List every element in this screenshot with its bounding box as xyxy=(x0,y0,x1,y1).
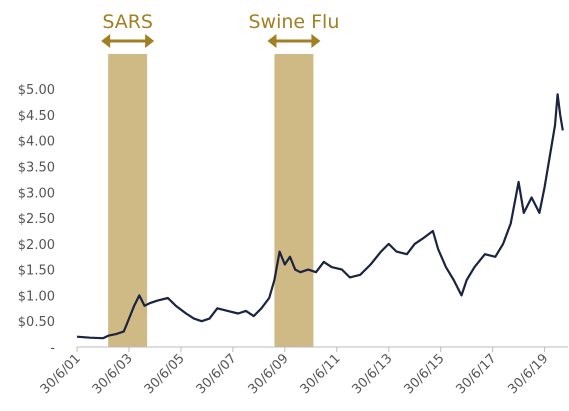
x-tick-label: 30/6/15 xyxy=(401,351,447,397)
y-tick-label: $3.50 xyxy=(18,161,55,176)
y-tick-label: $2.50 xyxy=(18,212,55,227)
x-tick-label: 30/6/19 xyxy=(505,351,551,397)
y-tick-label: $0.50 xyxy=(18,315,55,330)
span-band xyxy=(274,54,314,347)
x-tick-label: 30/6/17 xyxy=(453,351,499,397)
x-tick-label: 30/6/05 xyxy=(142,351,188,397)
x-tick-label: 30/6/11 xyxy=(298,351,344,397)
x-tick-label: 30/6/01 xyxy=(38,351,84,397)
y-tick-label: $2.00 xyxy=(18,238,55,253)
span-label: SARS xyxy=(102,11,153,33)
x-tick-label: 30/6/03 xyxy=(90,351,136,397)
y-tick-label: $4.00 xyxy=(18,135,55,150)
x-tick-label: 30/6/07 xyxy=(194,351,240,397)
x-tick-label: 30/6/09 xyxy=(246,351,292,397)
y-tick-label: $4.50 xyxy=(18,109,55,124)
y-tick-label: - xyxy=(50,341,55,356)
y-tick-label: $1.50 xyxy=(18,264,55,279)
y-tick-label: $3.00 xyxy=(18,186,55,201)
span-label: Swine Flu xyxy=(248,11,339,33)
price-line xyxy=(76,93,564,340)
y-tick-label: $5.00 xyxy=(18,83,55,98)
span-band xyxy=(108,54,148,347)
y-tick-label: $1.00 xyxy=(18,289,55,304)
x-tick-label: 30/6/13 xyxy=(350,351,396,397)
